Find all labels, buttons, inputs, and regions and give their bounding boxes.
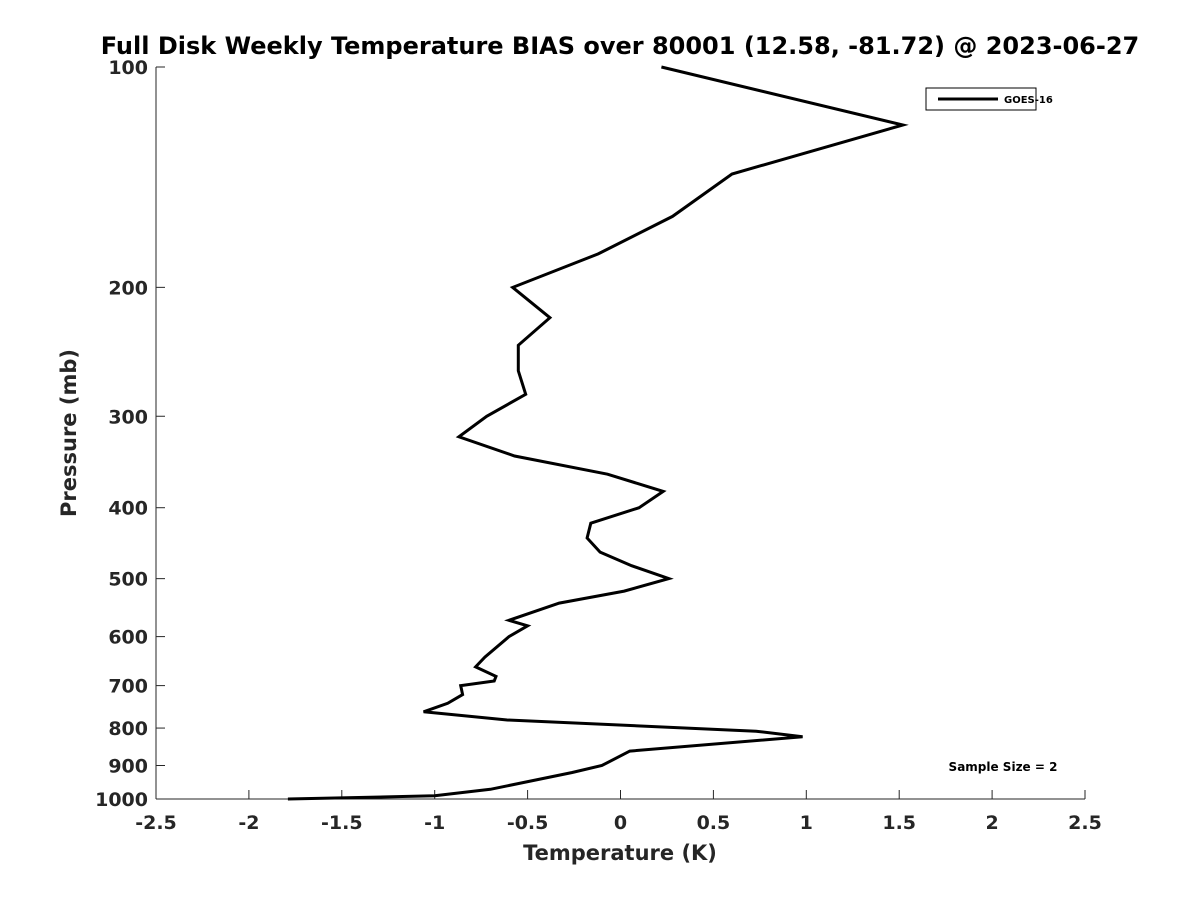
x-tick-label: -1.5 bbox=[321, 812, 363, 834]
y-axis-label: Pressure (mb) bbox=[57, 349, 81, 517]
x-tick-label: -2.5 bbox=[135, 812, 177, 834]
y-tick-label: 600 bbox=[108, 627, 148, 649]
y-tick-label: 700 bbox=[108, 676, 148, 698]
axis-ticks: -2.5 -2 -1.5 -1 -0.5 0 0.5 1 1.5 2 2.5 100 200 300 400… bbox=[95, 57, 1102, 834]
x-tick-label: 2 bbox=[985, 812, 998, 834]
x-tick-label: 1.5 bbox=[882, 812, 916, 834]
x-tick-label: 0 bbox=[614, 812, 627, 834]
x-tick-label: 0.5 bbox=[697, 812, 731, 834]
series-line-goes-16 bbox=[287, 65, 909, 801]
y-tick-label: 500 bbox=[108, 569, 148, 591]
x-tick-label: 1 bbox=[800, 812, 813, 834]
y-tick-label: 400 bbox=[108, 498, 148, 520]
y-tick-label: 1000 bbox=[95, 789, 148, 811]
series-group bbox=[287, 65, 909, 801]
x-tick-label: -2 bbox=[238, 812, 259, 834]
y-tick-label: 100 bbox=[108, 57, 148, 79]
y-tick-label: 200 bbox=[108, 277, 148, 299]
x-tick-label: 2.5 bbox=[1068, 812, 1102, 834]
x-tick-label: -0.5 bbox=[507, 812, 549, 834]
y-tick-label: 800 bbox=[108, 718, 148, 740]
legend: GOES-16 bbox=[925, 87, 1053, 111]
legend-label: GOES-16 bbox=[1004, 95, 1053, 106]
y-tick-label: 900 bbox=[108, 756, 148, 778]
x-tick-label: -1 bbox=[424, 812, 445, 834]
sample-size-annotation: Sample Size = 2 bbox=[949, 760, 1058, 774]
y-tick-label: 300 bbox=[108, 406, 148, 428]
x-axis-label: Temperature (K) bbox=[523, 841, 717, 865]
chart-title: Full Disk Weekly Temperature BIAS over 8… bbox=[101, 32, 1140, 60]
